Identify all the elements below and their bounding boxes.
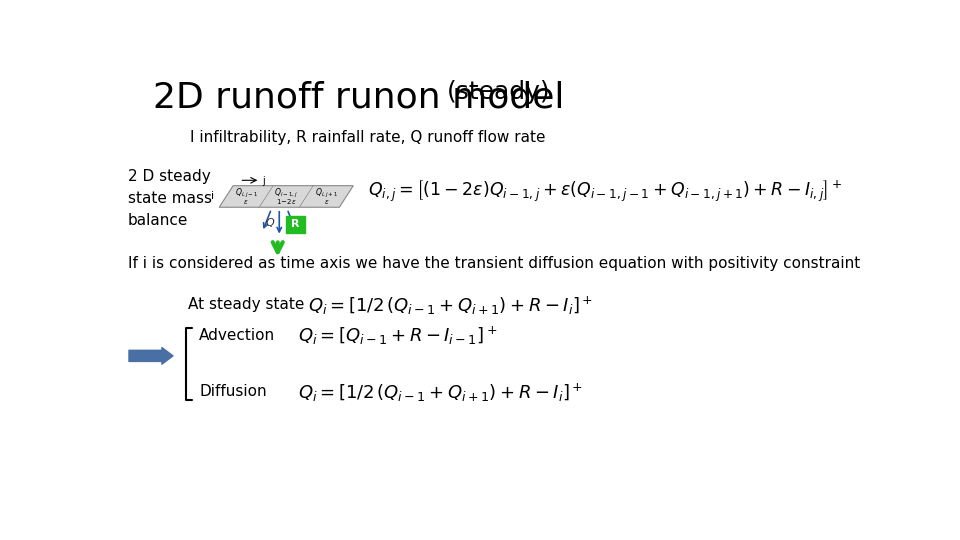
- Text: $Q$: $Q$: [265, 216, 276, 229]
- Text: $Q_i = \left[1/2\,(Q_{i-1} + Q_{i+1}) + R - I_i\right]^+$: $Q_i = \left[1/2\,(Q_{i-1} + Q_{i+1}) + …: [299, 381, 583, 403]
- Text: $\epsilon$: $\epsilon$: [324, 198, 329, 206]
- Text: $1\!-\!2\epsilon$: $1\!-\!2\epsilon$: [276, 197, 297, 206]
- Text: $Q_i = \left[Q_{i-1} + R - I_{i-1}\right]^+$: $Q_i = \left[Q_{i-1} + R - I_{i-1}\right…: [299, 325, 497, 347]
- Text: If i is considered as time axis we have the transient diffusion equation with po: If i is considered as time axis we have …: [128, 256, 860, 271]
- Text: R: R: [291, 219, 300, 229]
- FancyBboxPatch shape: [286, 215, 305, 233]
- Text: $\epsilon$: $\epsilon$: [244, 198, 249, 206]
- Text: $Q_{i,j+1}$: $Q_{i,j+1}$: [315, 187, 338, 200]
- Polygon shape: [219, 186, 353, 207]
- Text: Advection: Advection: [199, 328, 276, 343]
- Text: 2 D steady
state mass
balance: 2 D steady state mass balance: [128, 169, 212, 228]
- Text: Diffusion: Diffusion: [199, 384, 267, 400]
- FancyArrowPatch shape: [129, 348, 173, 364]
- Text: $Q_{i-1,j}$: $Q_{i-1,j}$: [275, 187, 298, 200]
- Text: 2D runoff runon model: 2D runoff runon model: [153, 80, 564, 114]
- Text: I infiltrability, R rainfall rate, Q runoff flow rate: I infiltrability, R rainfall rate, Q run…: [190, 130, 545, 145]
- Text: i: i: [211, 192, 214, 201]
- Text: $Q_{i,j-1}$: $Q_{i,j-1}$: [234, 187, 258, 200]
- Text: At steady state: At steady state: [188, 298, 304, 312]
- Text: j: j: [262, 176, 265, 186]
- Text: $Q_{i,j} = \left[(1-2\epsilon)Q_{i-1,j} + \epsilon(Q_{i-1,j-1} + Q_{i-1,j+1}) + : $Q_{i,j} = \left[(1-2\epsilon)Q_{i-1,j} …: [368, 179, 843, 204]
- Text: $Q_i = \left[1/2\,(Q_{i-1} + Q_{i+1}) + R - I_i\right]^+$: $Q_i = \left[1/2\,(Q_{i-1} + Q_{i+1}) + …: [307, 294, 592, 316]
- Text: (steady): (steady): [447, 80, 551, 104]
